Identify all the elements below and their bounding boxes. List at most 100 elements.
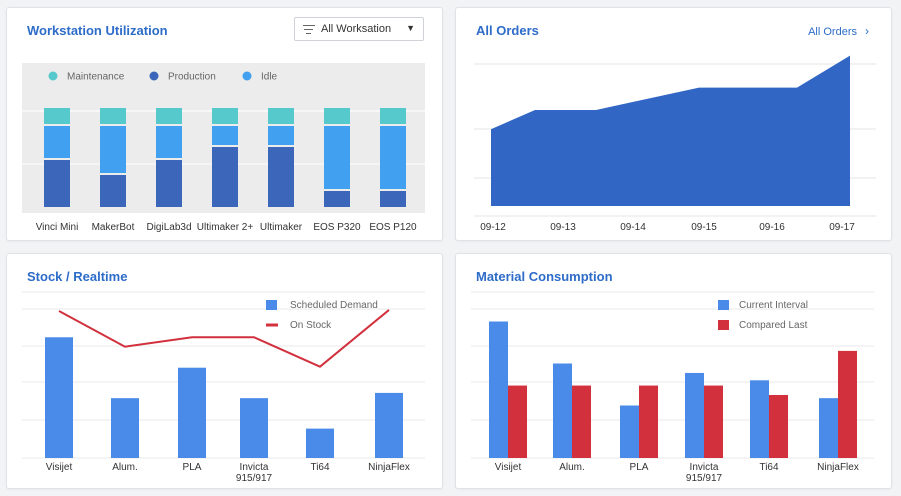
- x-tick-label: EOS P120: [369, 222, 417, 233]
- workstation-utilization-chart: Maintenance Production Idle Vinci Mini Maker…: [22, 63, 425, 233]
- bar-idle: [156, 126, 182, 158]
- area-series: [491, 55, 850, 206]
- legend-label-production: Production: [168, 72, 216, 83]
- bar-current-interval: [553, 363, 572, 458]
- legend-marker-maintenance: [48, 71, 58, 81]
- x-tick-label: Ti64: [759, 462, 779, 473]
- workstation-filter-value: All Worksation: [321, 23, 392, 35]
- x-tick-label: 09-15: [691, 222, 717, 233]
- x-tick-label: 09-17: [829, 222, 855, 233]
- material-consumption-title: Material Consumption: [476, 269, 613, 284]
- x-tick-label: 09-12: [480, 222, 506, 233]
- x-tick-label: Visijet: [495, 462, 522, 473]
- bar-maintenance: [380, 108, 406, 124]
- bar-production: [100, 175, 126, 207]
- bar-production: [212, 147, 238, 207]
- x-tick-label: Ultimaker: [260, 222, 303, 233]
- x-tick-label: 09-14: [620, 222, 646, 233]
- legend-marker-compared-last: [718, 320, 729, 330]
- bar-production: [324, 191, 350, 207]
- x-tick-label: DigiLab3d: [146, 222, 191, 233]
- bar-maintenance: [100, 108, 126, 124]
- bar-idle: [380, 126, 406, 189]
- bar-scheduled-demand: [111, 398, 139, 458]
- material-consumption-chart: Current Interval Compared Last Visijet Alum…: [471, 291, 874, 484]
- bar-compared-last: [838, 350, 857, 458]
- line-on-stock: [58, 309, 390, 368]
- bar-current-interval: [489, 321, 508, 458]
- x-tick-label: Ti64: [310, 462, 330, 473]
- all-orders-card: All Orders All Orders › 09-12 09-13 09-14 09…: [455, 7, 892, 241]
- bar-idle: [44, 126, 70, 158]
- bar-scheduled-demand: [306, 428, 334, 458]
- bar-production: [156, 160, 182, 207]
- bar-scheduled-demand: [375, 392, 403, 458]
- workstation-filter-dropdown[interactable]: All Worksation ▼: [294, 17, 424, 41]
- bar-compared-last: [572, 385, 591, 458]
- bar-scheduled-demand: [45, 337, 73, 458]
- x-tick-label: MakerBot: [92, 222, 135, 233]
- legend-label-idle: Idle: [261, 72, 278, 83]
- legend-label-current-interval: Current Interval: [739, 300, 808, 311]
- bar-maintenance: [156, 108, 182, 124]
- bar-maintenance: [268, 108, 294, 124]
- x-tick-label: NinjaFlex: [817, 462, 859, 473]
- bar-compared-last: [639, 385, 658, 458]
- bar-compared-last: [508, 385, 527, 458]
- x-tick-label: EOS P320: [313, 222, 361, 233]
- x-tick-label: PLA: [630, 462, 649, 473]
- bar-compared-last: [769, 395, 788, 458]
- x-tick-label: Invicta: [690, 462, 719, 473]
- workstation-utilization-title: Workstation Utilization: [27, 23, 168, 38]
- x-tick-label: Invicta: [240, 462, 269, 473]
- x-tick-label: Visijet: [46, 462, 73, 473]
- bar-production: [380, 191, 406, 207]
- bar-production: [268, 147, 294, 207]
- x-tick-label: Ultimaker 2+: [197, 222, 254, 233]
- bar-idle: [324, 126, 350, 189]
- bar-maintenance: [44, 108, 70, 124]
- bar-idle: [100, 126, 126, 173]
- bar-maintenance: [212, 108, 238, 124]
- legend-label-maintenance: Maintenance: [67, 72, 125, 83]
- stock-realtime-chart: Scheduled Demand On Stock Visijet Alum. PLA I…: [22, 291, 425, 484]
- material-consumption-card: Material Consumption Current Interval Com…: [455, 253, 892, 489]
- legend-marker-idle: [242, 71, 252, 81]
- bar-scheduled-demand: [240, 398, 268, 458]
- workstation-utilization-card: Workstation Utilization All Worksation ▼…: [6, 7, 443, 241]
- x-tick-label: 915/917: [236, 473, 273, 484]
- x-tick-label: 09-13: [550, 222, 576, 233]
- all-orders-title: All Orders: [476, 23, 539, 38]
- legend-marker-scheduled-demand: [266, 300, 277, 310]
- bar-current-interval: [620, 405, 639, 458]
- x-tick-label: 09-16: [759, 222, 785, 233]
- legend-label-scheduled-demand: Scheduled Demand: [290, 300, 378, 311]
- x-tick-label: Vinci Mini: [36, 222, 79, 233]
- filter-lines-icon: [303, 25, 315, 37]
- x-tick-label: NinjaFlex: [368, 462, 410, 473]
- all-orders-chart: 09-12 09-13 09-14 09-15 09-16 09-17: [474, 55, 876, 233]
- bar-scheduled-demand: [178, 367, 206, 458]
- legend-label-on-stock: On Stock: [290, 320, 332, 331]
- all-orders-link-label: All Orders: [808, 26, 857, 38]
- bar-compared-last: [704, 385, 723, 458]
- x-tick-label: Alum.: [112, 462, 138, 473]
- x-tick-label: Alum.: [559, 462, 585, 473]
- chevron-right-icon: ›: [865, 24, 869, 38]
- legend-marker-current-interval: [718, 300, 729, 310]
- x-tick-label: PLA: [183, 462, 202, 473]
- x-tick-label: 915/917: [686, 473, 723, 484]
- stock-realtime-card: Stock / Realtime Scheduled Demand On Stoc…: [6, 253, 443, 489]
- stock-realtime-title: Stock / Realtime: [27, 269, 128, 284]
- all-orders-link[interactable]: All Orders ›: [808, 24, 869, 38]
- bar-current-interval: [685, 372, 704, 458]
- legend-marker-production: [149, 71, 159, 81]
- bar-maintenance: [324, 108, 350, 124]
- bar-production: [44, 160, 70, 207]
- caret-down-icon: ▼: [406, 23, 415, 33]
- bar-current-interval: [750, 380, 769, 458]
- bar-idle: [212, 126, 238, 145]
- bar-current-interval: [819, 398, 838, 458]
- bar-idle: [268, 126, 294, 145]
- legend-label-compared-last: Compared Last: [739, 320, 808, 331]
